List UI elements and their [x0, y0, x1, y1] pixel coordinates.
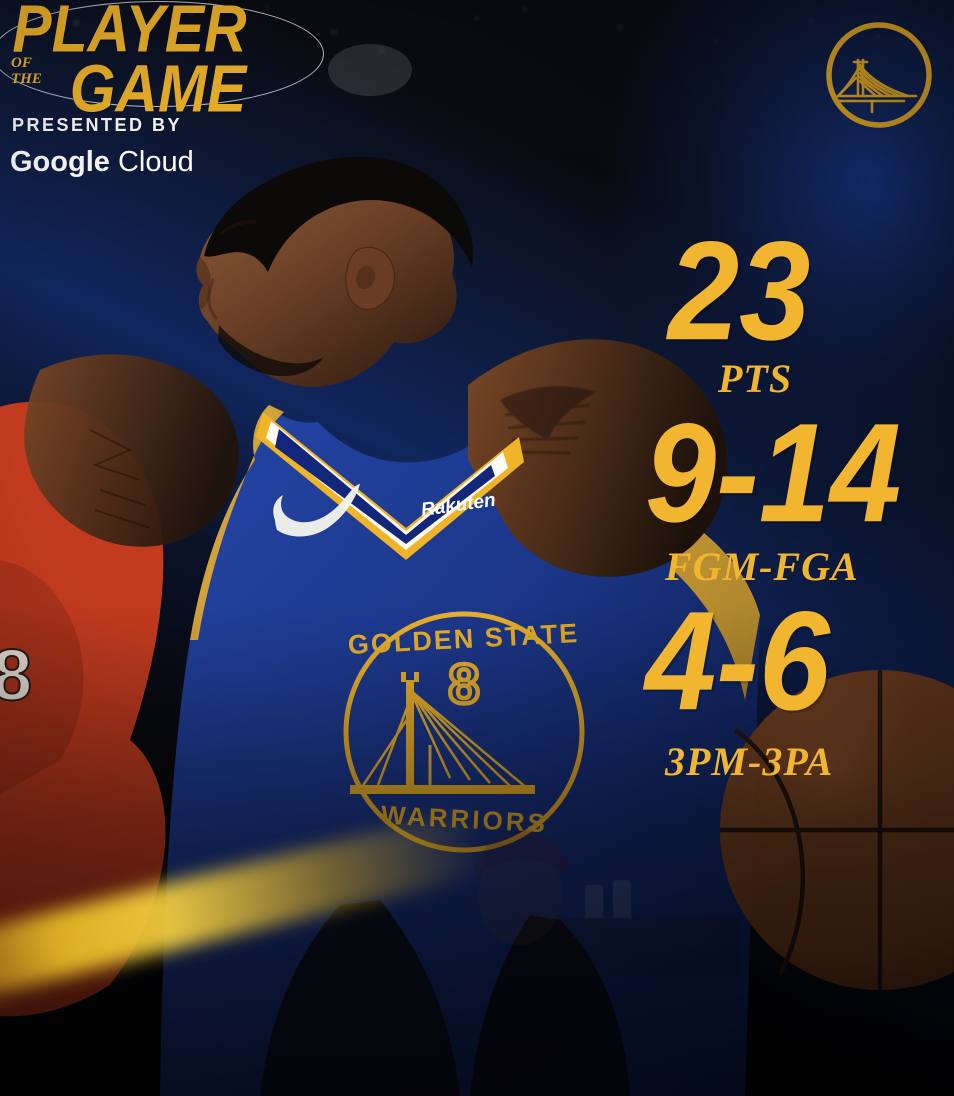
svg-text:8: 8: [448, 652, 479, 715]
svg-text:8: 8: [0, 636, 32, 716]
